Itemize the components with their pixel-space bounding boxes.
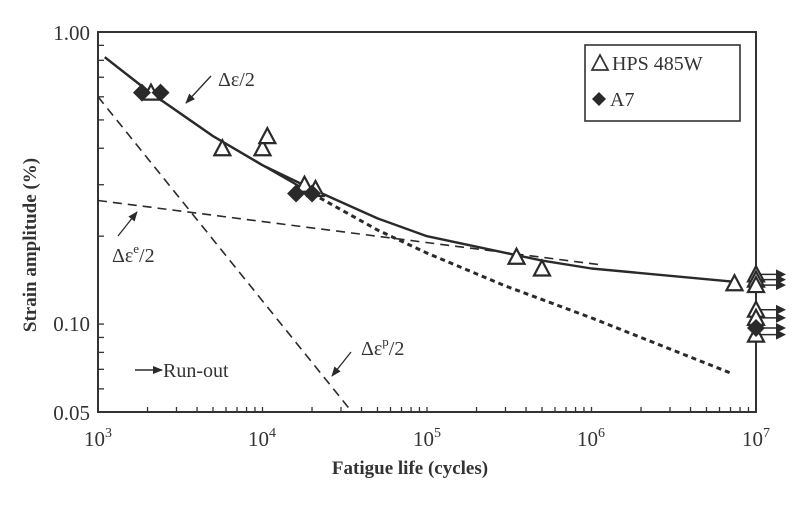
x-axis-title: Fatigue life (cycles) — [332, 458, 488, 479]
diamond-marker — [303, 184, 322, 203]
x-tick-1e6: 106 — [577, 426, 605, 451]
triangle-marker-icon — [590, 53, 610, 71]
annotation-total-strain: Δε/2 — [185, 69, 255, 104]
diamond-marker — [747, 318, 765, 337]
diamond-marker — [151, 83, 170, 102]
y-tick-0-10: 0.10 — [53, 312, 90, 336]
diamond-marker — [287, 184, 306, 203]
data-points — [132, 82, 786, 343]
svg-text:Δεp/2: Δεp/2 — [361, 334, 404, 360]
x-axis-ticks — [146, 407, 757, 412]
curve-plastic-strain — [97, 96, 353, 413]
svg-text:Δε/2: Δε/2 — [218, 69, 255, 91]
fit-curve-a7 — [104, 56, 313, 195]
y-tick-0-05: 0.05 — [53, 401, 90, 425]
diamond-marker — [132, 83, 151, 102]
fit-curve-a7-extrapolated — [311, 192, 732, 375]
triangle-marker — [532, 258, 552, 277]
annotation-plastic-strain: Δεp/2 — [331, 334, 404, 377]
triangle-marker — [257, 125, 278, 145]
svg-text:Δεe/2: Δεe/2 — [112, 241, 155, 267]
legend-label-hps: HPS 485W — [612, 53, 703, 75]
triangle-marker — [506, 246, 527, 265]
curve-elastic-strain — [97, 199, 599, 266]
x-tick-1e7: 107 — [742, 426, 770, 451]
diamond-marker-icon — [592, 92, 606, 106]
x-tick-1e4: 104 — [248, 426, 276, 451]
triangle-marker — [294, 174, 315, 193]
annotation-runout: Run-out — [135, 360, 229, 382]
triangle-marker — [746, 274, 766, 294]
y-axis-ticks — [98, 44, 104, 390]
triangle-marker — [212, 137, 233, 157]
triangle-marker — [724, 272, 745, 292]
y-tick-1: 1.00 — [53, 21, 90, 45]
x-tick-1e3: 103 — [84, 426, 112, 451]
y-axis-title: Strain amplitude (%) — [20, 158, 41, 332]
svg-text:Run-out: Run-out — [163, 360, 229, 382]
triangle-marker — [252, 137, 273, 157]
legend-label-a7: A7 — [610, 89, 634, 111]
legend: HPS 485W A7 — [584, 44, 741, 122]
annotation-elastic-strain: Δεe/2 — [112, 211, 155, 267]
x-tick-1e5: 105 — [413, 426, 441, 451]
